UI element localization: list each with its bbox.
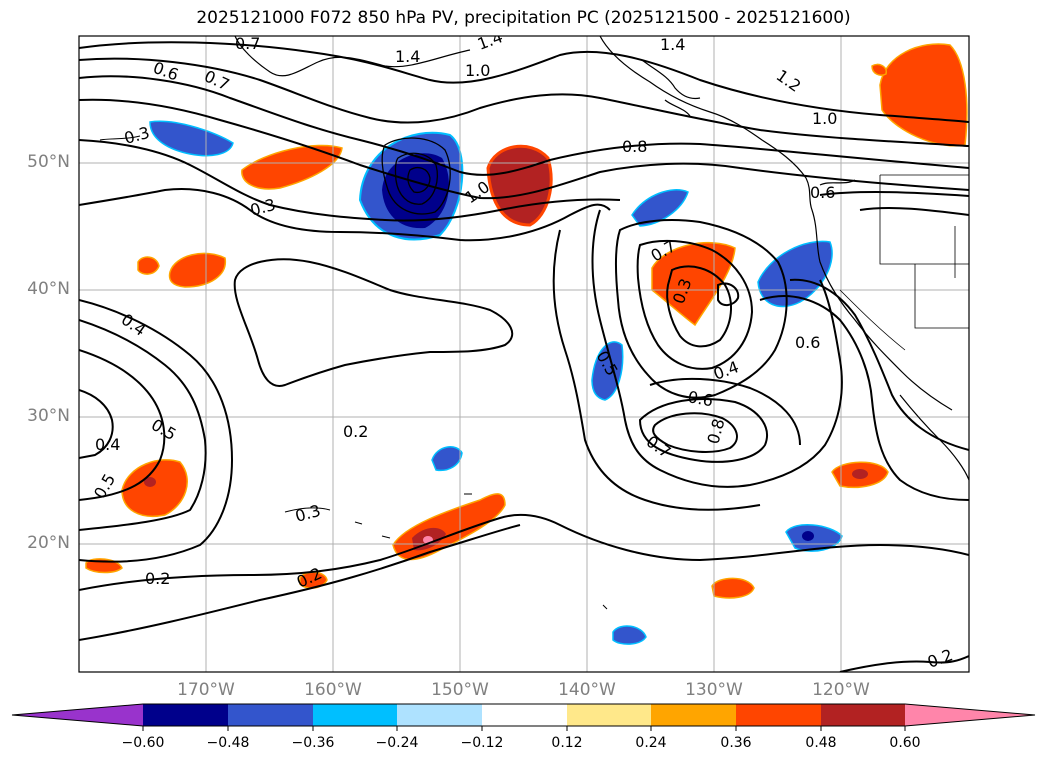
contour-label: 0.6 bbox=[686, 387, 714, 410]
colorbar-segment bbox=[228, 704, 313, 726]
colorbar-segment bbox=[313, 704, 397, 726]
colorbar-tick-label: −0.48 bbox=[206, 735, 250, 751]
political-borders bbox=[839, 174, 969, 351]
contour-label: 1.4 bbox=[395, 47, 420, 66]
gridlines bbox=[79, 36, 969, 672]
negative-precip-anomalies bbox=[149, 120, 843, 645]
colorbar-tick-label: −0.24 bbox=[375, 735, 419, 751]
contour-label: 1.4 bbox=[660, 35, 685, 54]
colorbar-extend-high bbox=[905, 704, 1035, 726]
latitude-label: 50°N bbox=[27, 152, 70, 172]
colorbar-extend-low bbox=[12, 704, 143, 726]
longitude-label: 120°W bbox=[812, 680, 870, 700]
longitude-label: 140°W bbox=[558, 680, 616, 700]
contour-label: 0.6 bbox=[795, 333, 820, 352]
latitude-label: 40°N bbox=[27, 279, 70, 299]
contour-label: 0.2 bbox=[343, 422, 368, 441]
colorbar-tick-label: 0.24 bbox=[635, 735, 667, 751]
colorbar-tick-label: 0.12 bbox=[551, 735, 583, 751]
latitude-label: 20°N bbox=[27, 533, 70, 553]
colorbar-segment bbox=[397, 704, 482, 726]
colorbar-tick-label: −0.36 bbox=[291, 735, 335, 751]
colorbar-tick-label: 0.60 bbox=[889, 735, 921, 751]
colorbar-tick-label: 0.48 bbox=[805, 735, 837, 751]
contour-label: 0.6 bbox=[810, 183, 835, 202]
colorbar-segment bbox=[482, 704, 567, 726]
longitude-label: 130°W bbox=[685, 680, 743, 700]
contour-label: 0.8 bbox=[622, 137, 647, 156]
colorbar bbox=[11, 703, 1036, 731]
islands bbox=[99, 135, 608, 610]
contour-label: 1.0 bbox=[465, 61, 490, 80]
colorbar-tick-label: 0.36 bbox=[720, 735, 752, 751]
colorbar-segment bbox=[567, 704, 651, 726]
contour-label: 1.0 bbox=[812, 109, 837, 128]
longitude-label: 150°W bbox=[431, 680, 489, 700]
colorbar-segment bbox=[651, 704, 736, 726]
contour-label: 0.4 bbox=[95, 435, 120, 454]
latitude-label: 30°N bbox=[27, 406, 70, 426]
map-frame bbox=[78, 35, 970, 673]
longitude-label: 170°W bbox=[177, 680, 235, 700]
map-title: 2025121000 F072 850 hPa PV, precipitatio… bbox=[196, 8, 851, 28]
longitude-label: 160°W bbox=[304, 680, 362, 700]
colorbar-tick-label: −0.60 bbox=[121, 735, 165, 751]
colorbar-segment bbox=[143, 704, 228, 726]
pv-contours-fine bbox=[381, 137, 451, 215]
colorbar-tick-label: −0.12 bbox=[460, 735, 504, 751]
pv-contours bbox=[79, 41, 969, 672]
contour-label: 0.7 bbox=[235, 34, 260, 53]
colorbar-segment bbox=[821, 704, 905, 726]
contour-label: 0.2 bbox=[145, 569, 170, 588]
colorbar-segment bbox=[736, 704, 821, 726]
